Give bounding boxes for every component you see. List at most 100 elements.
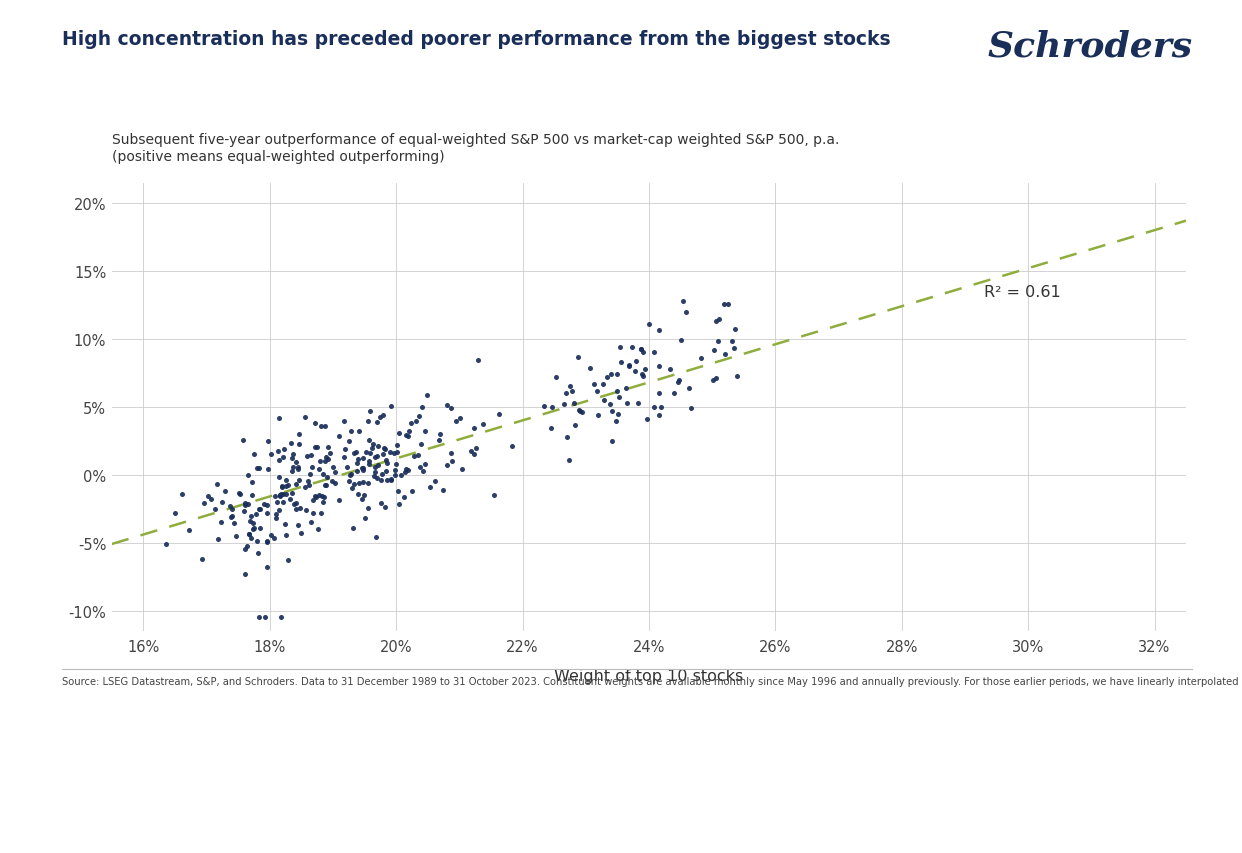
Point [409,409,428,423]
Point [247,462,267,476]
Point [396,462,416,476]
Point [276,529,296,543]
Point [245,521,265,535]
Point [633,370,653,384]
Point [292,526,312,540]
Point [303,507,323,520]
Point [635,363,655,376]
Point [359,433,379,447]
Point [242,475,262,489]
Point [271,490,291,503]
Point [384,447,404,461]
Point [709,313,729,327]
Point [250,502,270,516]
Point [360,405,380,419]
Point [725,323,745,337]
Point [385,469,405,483]
Point [322,474,342,488]
Point [661,363,681,376]
Point [257,535,277,548]
Point [257,535,277,548]
Point [324,477,344,490]
Point [359,454,379,467]
Point [273,487,293,501]
Point [645,346,664,360]
Point [265,531,284,545]
Point [351,493,371,507]
Point [375,501,395,514]
Point [348,487,368,501]
Point [318,440,338,454]
Point [342,482,361,496]
Point [342,424,361,438]
Point [307,441,327,455]
Point [286,502,306,516]
Point [287,478,307,491]
Point [267,496,287,509]
Point [222,502,242,516]
Point [363,438,383,451]
Point [648,323,668,337]
Point [288,518,308,531]
Point [380,445,400,459]
Point [283,461,303,474]
Point [258,434,278,448]
Point [241,510,261,524]
Point [278,479,298,492]
Point [718,298,738,311]
Point [564,397,584,411]
Point [628,397,648,410]
Point [173,488,193,502]
Point [274,443,294,456]
Point [722,335,741,349]
Point [715,348,735,362]
Point [650,386,669,400]
Point [542,400,561,414]
Point [375,443,395,456]
Point [261,528,281,542]
Point [401,417,421,431]
Point [235,498,255,512]
Point [396,429,416,443]
Point [609,392,628,405]
Point [568,351,587,365]
Point [273,496,293,510]
Point [298,474,318,488]
Point [378,473,397,487]
Point [563,385,582,398]
Point [235,496,255,510]
Point [415,458,435,472]
Point [281,437,301,450]
Point [347,446,366,460]
Point [664,387,684,401]
Point [452,463,472,477]
Point [368,459,388,473]
Point [386,457,406,471]
Point [257,498,277,512]
Point [441,402,461,415]
Point [404,450,424,463]
Point [266,512,286,525]
Point [287,456,307,470]
Point [238,497,258,511]
Point [179,523,199,537]
Point [707,372,727,386]
Point [489,408,509,421]
Text: (positive means equal-weighted outperforming): (positive means equal-weighted outperfor… [112,150,445,164]
Point [442,455,462,468]
Point [230,488,250,502]
Point [416,425,436,438]
Point [199,490,219,503]
Point [303,494,323,508]
Point [339,435,359,449]
Point [302,461,322,474]
Point [650,409,669,422]
Point [257,507,277,520]
Point [540,422,560,436]
Point [289,473,309,487]
Point [209,533,229,547]
Point [277,479,297,493]
Point [306,416,325,430]
Point [606,415,626,428]
Point [308,523,328,537]
